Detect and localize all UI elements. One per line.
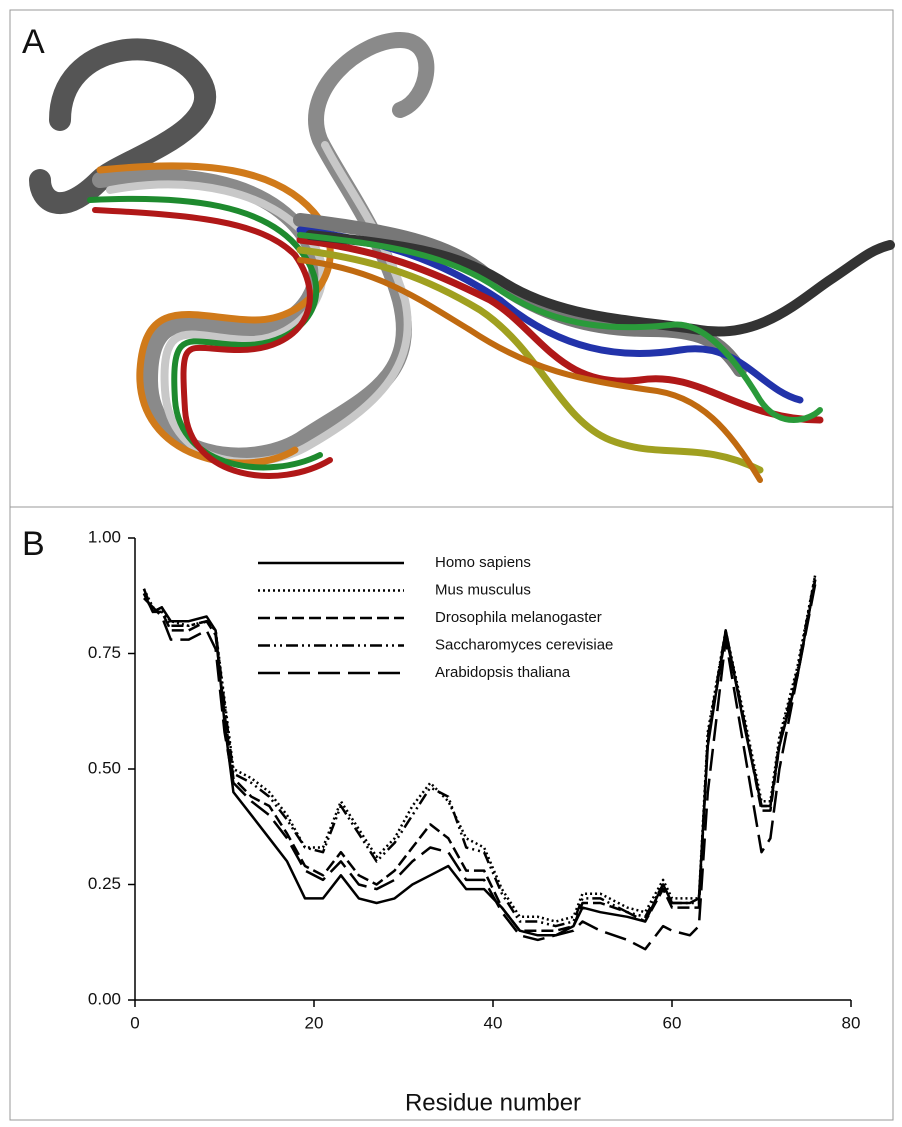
y-tick-label: 0.75 <box>88 643 121 662</box>
legend-label: Saccharomyces cerevisiae <box>435 636 613 653</box>
panel-label: B <box>22 525 45 563</box>
y-tick-label: 0.50 <box>88 758 121 777</box>
legend-label: Arabidopsis thaliana <box>435 664 571 681</box>
ribbon <box>92 207 333 479</box>
legend-label: Mus musculus <box>435 581 531 598</box>
ribbon <box>297 257 763 483</box>
x-tick-label: 0 <box>130 1013 139 1032</box>
ribbon <box>96 162 334 467</box>
series-line <box>143 583 817 951</box>
ribbon <box>297 232 823 423</box>
legend-label: Homo sapiens <box>435 554 531 571</box>
protein-structure <box>29 31 895 483</box>
series-line <box>142 574 817 928</box>
frame <box>9 9 894 1121</box>
y-tick-label: 1.00 <box>88 527 121 546</box>
ribbon <box>296 236 824 424</box>
ribbon <box>296 246 764 474</box>
x-axis-label: Residue number <box>405 1089 581 1116</box>
legend-label: Drosophila melanogaster <box>435 609 602 626</box>
ribbon <box>29 38 217 214</box>
x-tick-label: 60 <box>663 1013 682 1032</box>
x-tick-label: 20 <box>305 1013 324 1032</box>
y-tick-label: 0.25 <box>88 874 121 893</box>
panel-label: A <box>22 23 45 61</box>
series-line <box>142 579 817 932</box>
x-tick-label: 40 <box>484 1013 503 1032</box>
series-line <box>142 579 817 937</box>
x-tick-label: 80 <box>842 1013 861 1032</box>
y-tick-label: 0.00 <box>88 989 121 1008</box>
